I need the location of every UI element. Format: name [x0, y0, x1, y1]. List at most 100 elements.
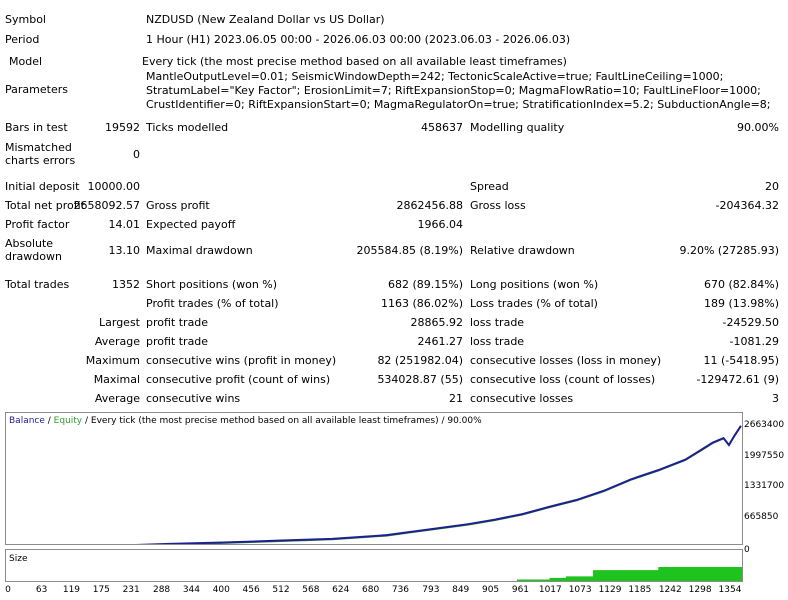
spread-value: 20 — [765, 180, 779, 193]
absolute-dd-label-2: drawdown — [5, 250, 62, 263]
x-tick-label: 288 — [152, 585, 171, 595]
size-area — [6, 553, 742, 581]
maximum-wins-label: consecutive wins (profit in money) — [146, 354, 337, 367]
legend-sep: / — [44, 416, 54, 426]
total-trades-label: Total trades — [5, 278, 70, 291]
x-tick-label: 961 — [511, 585, 530, 595]
absolute-dd-label-1: Absolute — [5, 237, 54, 250]
mismatched-label-1: Mismatched — [5, 141, 72, 154]
bars-value: 19592 — [105, 121, 140, 134]
x-tick-label: 568 — [302, 585, 320, 595]
legend-balance: Balance — [9, 416, 45, 426]
x-tick-label: 793 — [422, 585, 440, 595]
parameters-value: MantleOutputLevel=0.01; SeismicWindowDep… — [146, 70, 771, 111]
maximal-label: Maximal — [93, 373, 140, 386]
x-tick-label: 1017 — [538, 585, 562, 595]
average-consecutive-losses-value: 3 — [772, 392, 779, 405]
maximal-dd-label: Maximal drawdown — [146, 244, 253, 257]
maximal-loss-label: consecutive loss (count of losses) — [470, 373, 656, 386]
gross-loss-value: -204364.32 — [715, 199, 779, 212]
loss-trades-label: Loss trades (% of total) — [470, 297, 598, 310]
average-consecutive-label: Average — [94, 392, 140, 405]
largest-loss-value: -24529.50 — [722, 316, 779, 329]
net-profit-value: 2658092.57 — [73, 199, 140, 212]
gross-loss-label: Gross loss — [470, 199, 526, 212]
short-positions-label: Short positions (won %) — [146, 278, 278, 291]
net-profit-label: Total net profit — [5, 199, 85, 212]
maximal-loss-value: -129472.61 (9) — [696, 373, 779, 386]
x-tick-label: 1354 — [718, 585, 742, 595]
average-consecutive-losses-label: consecutive losses — [470, 392, 574, 405]
profit-trades-label: Profit trades (% of total) — [146, 297, 279, 310]
size-chart: Size — [5, 549, 743, 582]
x-tick-label: 0 — [5, 585, 11, 595]
x-tick-label: 344 — [182, 585, 201, 595]
parameters-label: Parameters — [5, 83, 68, 96]
x-tick-label: 905 — [481, 585, 500, 595]
symbol-label: Symbol — [5, 13, 46, 26]
relative-dd-value: 9.20% (27285.93) — [679, 244, 779, 257]
x-tick-label: 849 — [452, 585, 470, 595]
balance-chart-plot — [135, 425, 742, 544]
absolute-dd-value: 13.10 — [108, 244, 141, 257]
loss-trades-value: 189 (13.98%) — [703, 297, 779, 310]
average-loss-value: -1081.29 — [729, 335, 779, 348]
relative-dd-label: Relative drawdown — [470, 244, 575, 257]
average-profit-label: profit trade — [146, 335, 209, 348]
balance-chart: Balance / Equity / Every tick (the most … — [5, 412, 743, 545]
mismatched-label-2: charts errors — [5, 154, 76, 167]
y-tick-label: 665850 — [744, 511, 779, 522]
x-tick-label: 175 — [92, 585, 110, 595]
maximal-dd-value: 205584.85 (8.19%) — [356, 244, 463, 257]
y-tick-label: 1331700 — [744, 481, 785, 491]
expected-payoff-value: 1966.04 — [417, 218, 464, 231]
ticks-label: Ticks modelled — [146, 121, 229, 134]
largest-label: Largest — [99, 316, 140, 329]
gross-profit-value: 2862456.88 — [396, 199, 463, 212]
average-label: Average — [94, 335, 140, 348]
short-positions-value: 682 (89.15%) — [387, 278, 463, 291]
size-label: Size — [9, 554, 28, 564]
total-trades-value: 1352 — [112, 278, 140, 291]
x-tick-label: 231 — [122, 585, 140, 595]
maximum-wins-value: 82 (251982.04) — [377, 354, 463, 367]
maximum-label: Maximum — [85, 354, 140, 367]
y-tick-label: 2663400 — [744, 420, 785, 430]
profit-trades-value: 1163 (86.02%) — [380, 297, 463, 310]
x-tick-label: 736 — [391, 585, 410, 595]
model-label: Model — [9, 55, 43, 68]
size-axis-zero: 0 — [744, 545, 750, 555]
long-positions-value: 670 (82.84%) — [703, 278, 779, 291]
chart-title: Balance / Equity / Every tick (the most … — [9, 416, 482, 427]
largest-loss-label: loss trade — [470, 316, 525, 329]
chart-subtitle: / Every tick (the most precise method ba… — [82, 416, 482, 426]
x-tick-label: 624 — [332, 585, 350, 595]
x-tick-label: 119 — [62, 585, 81, 595]
maximal-profit-value: 534028.87 (55) — [377, 373, 463, 386]
x-tick-label: 456 — [242, 585, 260, 595]
average-loss-label: loss trade — [470, 335, 525, 348]
quality-label: Modelling quality — [470, 121, 565, 134]
expected-payoff-label: Expected payoff — [146, 218, 236, 231]
maximal-profit-label: consecutive profit (count of wins) — [146, 373, 331, 386]
period-value: 1 Hour (H1) 2023.06.05 00:00 - 2026.06.0… — [146, 33, 571, 46]
x-tick-label: 1242 — [658, 585, 682, 595]
largest-profit-label: profit trade — [146, 316, 209, 329]
spread-label: Spread — [470, 180, 509, 193]
average-consecutive-wins-value: 21 — [449, 392, 463, 405]
deposit-label: Initial deposit — [5, 180, 80, 193]
profit-factor-value: 14.01 — [108, 218, 141, 231]
largest-profit-value: 28865.92 — [410, 316, 464, 329]
x-tick-label: 1298 — [688, 585, 712, 595]
y-tick-label: 1997550 — [744, 450, 785, 461]
bars-label: Bars in test — [5, 121, 68, 134]
x-tick-label: 63 — [35, 585, 48, 595]
x-tick-label: 680 — [362, 585, 380, 595]
x-tick-label: 1129 — [598, 585, 622, 595]
deposit-value: 10000.00 — [87, 180, 141, 193]
equity-line — [172, 426, 742, 544]
average-consecutive-wins-label: consecutive wins — [146, 392, 241, 405]
profit-factor-label: Profit factor — [5, 218, 70, 231]
balance-line — [135, 425, 742, 544]
x-tick-label: 400 — [212, 585, 230, 595]
